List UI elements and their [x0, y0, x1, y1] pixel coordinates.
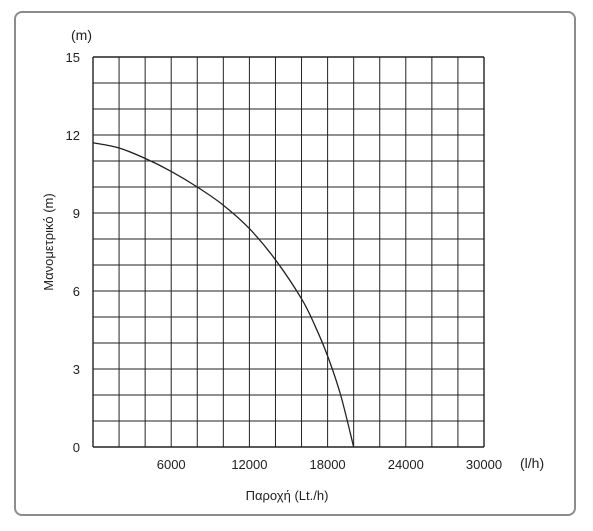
y-tick-label: 0	[73, 440, 80, 455]
y-axis-label: Μανομετρικό (m)	[41, 193, 56, 290]
pump-curve-line	[92, 142, 355, 448]
x-axis-label: Παροχή (Lt./h)	[246, 488, 329, 503]
grid	[92, 56, 485, 448]
y-tick-label: 9	[73, 206, 80, 221]
curve-layer	[92, 142, 355, 448]
x-tick-label: 12000	[231, 457, 267, 472]
x-tick-label: 24000	[388, 457, 424, 472]
chart-frame	[14, 11, 576, 516]
y-tick-label: 3	[73, 362, 80, 377]
x-tick-label: 18000	[310, 457, 346, 472]
y-tick-label: 15	[66, 50, 80, 65]
x-tick-label: 30000	[466, 457, 502, 472]
y-tick-label: 12	[66, 128, 80, 143]
x-tick-label: 6000	[157, 457, 186, 472]
y-tick-label: 6	[73, 284, 80, 299]
x-unit-label: (l/h)	[520, 455, 544, 471]
y-unit-label: (m)	[71, 27, 92, 43]
tick-labels: 6000 12000 18000 24000 30000 0 3 6 9 12 15	[66, 50, 503, 472]
